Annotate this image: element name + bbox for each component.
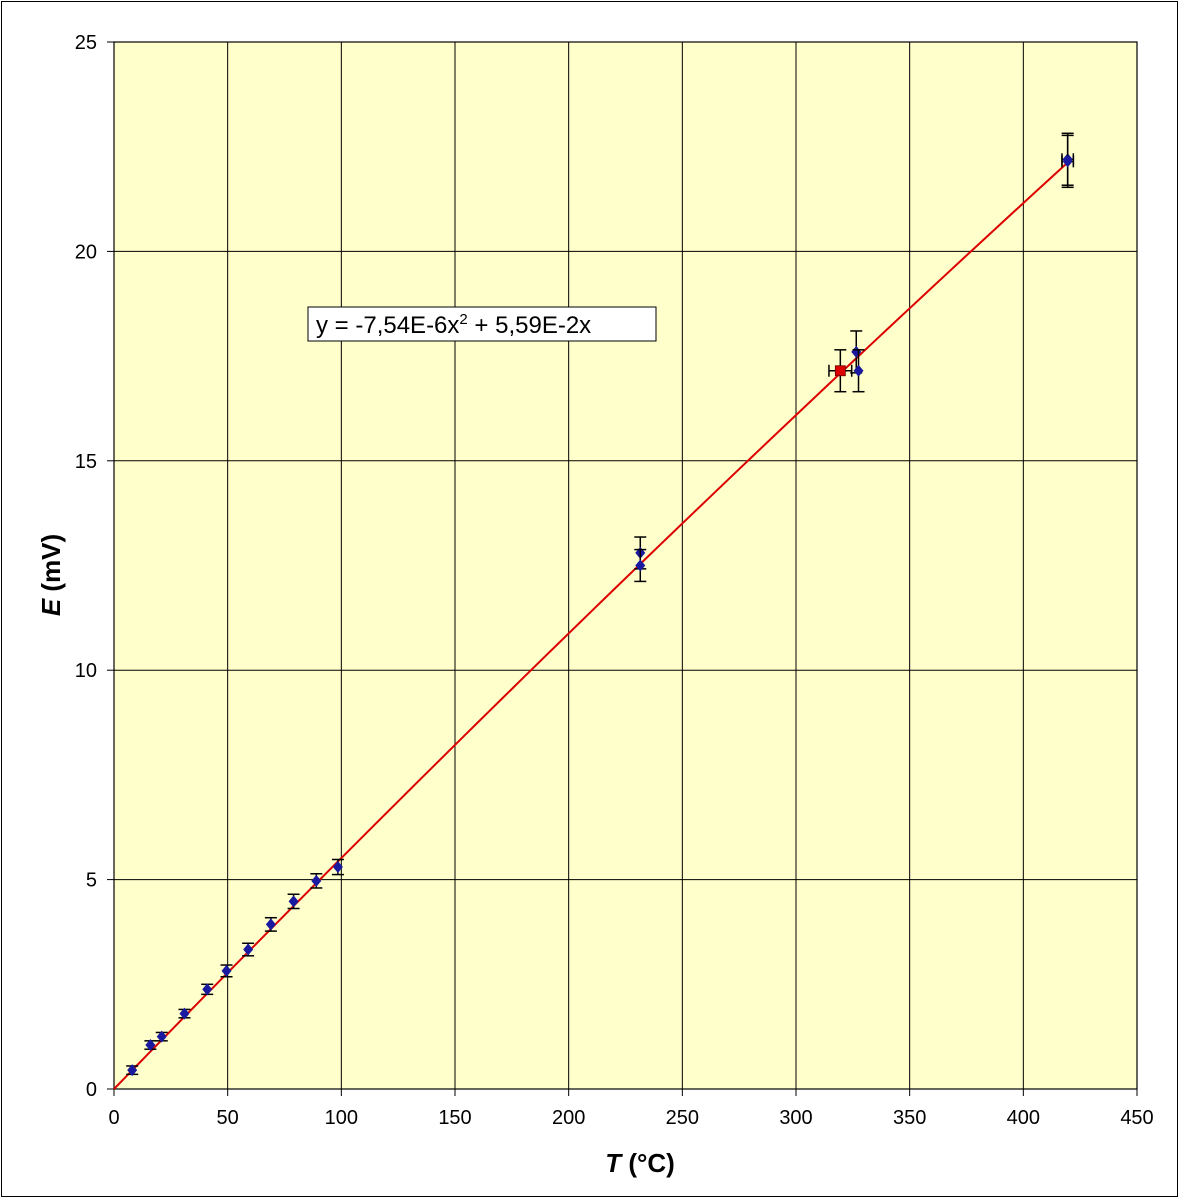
data-point [828, 349, 853, 393]
point-marker [834, 365, 846, 377]
data-point [144, 1039, 157, 1052]
x-axis-unit: (°C) [628, 1148, 675, 1178]
data-point [126, 1064, 139, 1077]
x-tick-label: 0 [108, 1107, 119, 1129]
x-tick-label: 400 [1007, 1107, 1040, 1129]
point-marker [156, 1030, 167, 1043]
equation-box [307, 306, 657, 342]
point-marker [127, 1064, 138, 1077]
point-marker [265, 918, 276, 931]
data-point [634, 548, 647, 583]
equation-lhs: y = -7,54E-6x [316, 312, 459, 339]
data-point [242, 942, 255, 957]
point-marker [853, 364, 864, 377]
grid-lines [114, 42, 1137, 1089]
data-point [310, 872, 323, 889]
equation-label: y = -7,54E-6x2 + 5,59E-2x [307, 306, 657, 342]
point-marker [311, 874, 322, 887]
x-tick-label: 300 [779, 1107, 812, 1129]
point-marker [332, 861, 343, 874]
x-tick-label: 450 [1120, 1107, 1153, 1129]
y-tick-label: 25 [75, 32, 97, 54]
data-point [852, 349, 865, 393]
data-point [1061, 134, 1075, 189]
data-point [155, 1030, 168, 1043]
point-marker [221, 964, 232, 977]
point-marker [243, 943, 254, 956]
y-axis-unit: (mV) [36, 534, 66, 592]
x-axis-var: T [605, 1148, 623, 1178]
y-tick-label: 10 [75, 660, 97, 682]
x-tick-label: 100 [325, 1107, 358, 1129]
data-point [264, 916, 277, 932]
y-tick-label: 5 [86, 870, 97, 892]
x-tick-label: 350 [893, 1107, 926, 1129]
x-axis-title: T (°C) [605, 1148, 675, 1178]
x-tick-label: 150 [438, 1107, 471, 1129]
point-marker [145, 1039, 156, 1052]
plot-area-border [113, 41, 1138, 1090]
x-tick-label: 200 [552, 1107, 585, 1129]
point-marker [179, 1007, 190, 1020]
point-marker [288, 895, 299, 908]
y-tick-label: 0 [86, 1079, 97, 1101]
data-point [220, 964, 233, 978]
y-axis-var: E [36, 598, 66, 616]
data-points [126, 132, 1075, 1077]
equation-superscript: 2 [459, 311, 467, 328]
y-tick-label: 20 [75, 241, 97, 263]
equation-text: y = -7,54E-6x2 + 5,59E-2x [316, 311, 591, 339]
y-axis-title: E (mV) [36, 534, 66, 616]
data-point [201, 983, 214, 996]
data-point [287, 893, 300, 910]
data-point [331, 858, 344, 876]
data-point [178, 1007, 191, 1020]
axes: 0 50 100 150 200 250 300 350 400 450 0 5 10 15 20 25 [75, 32, 1154, 1129]
point-marker [202, 983, 213, 996]
x-tick-label: 50 [217, 1107, 239, 1129]
point-marker [1062, 155, 1073, 168]
y-tick-label: 15 [75, 451, 97, 473]
x-tick-label: 250 [666, 1107, 699, 1129]
point-marker [635, 559, 646, 572]
equation-rhs: + 5,59E-2x [468, 312, 591, 339]
